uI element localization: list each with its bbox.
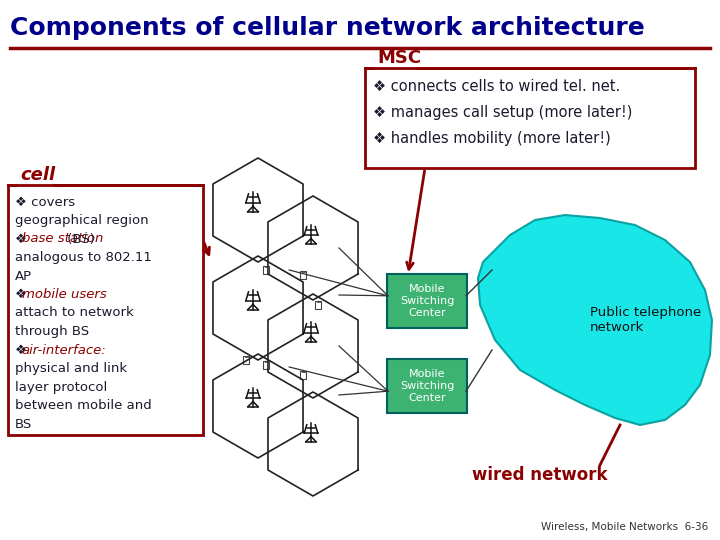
FancyBboxPatch shape [263, 266, 269, 274]
Text: analogous to 802.11: analogous to 802.11 [15, 251, 152, 264]
Text: ❖ covers: ❖ covers [15, 195, 75, 208]
Text: ❖ connects cells to wired tel. net.: ❖ connects cells to wired tel. net. [373, 78, 620, 93]
Text: (BS): (BS) [63, 233, 94, 246]
Text: base station: base station [22, 233, 103, 246]
Text: ❖ handles mobility (more later!): ❖ handles mobility (more later!) [373, 131, 611, 145]
Text: attach to network: attach to network [15, 307, 134, 320]
FancyBboxPatch shape [8, 185, 203, 435]
FancyBboxPatch shape [365, 68, 695, 168]
FancyBboxPatch shape [243, 355, 249, 364]
Text: ❖ manages call setup (more later!): ❖ manages call setup (more later!) [373, 105, 632, 119]
FancyBboxPatch shape [387, 359, 467, 413]
Text: layer protocol: layer protocol [15, 381, 107, 394]
FancyBboxPatch shape [263, 361, 269, 369]
Text: Mobile
Switching
Center: Mobile Switching Center [400, 285, 454, 318]
Text: physical and link: physical and link [15, 362, 127, 375]
Text: BS: BS [15, 417, 32, 430]
Text: air-interface:: air-interface: [22, 343, 107, 356]
Polygon shape [478, 215, 712, 425]
Text: cell: cell [20, 166, 55, 184]
Text: through BS: through BS [15, 325, 89, 338]
Text: AP: AP [15, 269, 32, 282]
Text: geographical region: geographical region [15, 214, 148, 227]
FancyBboxPatch shape [387, 274, 467, 328]
Text: between mobile and: between mobile and [15, 399, 152, 412]
Text: ❖: ❖ [15, 233, 31, 246]
Text: wired network: wired network [472, 466, 608, 484]
FancyBboxPatch shape [300, 370, 306, 379]
Text: ❖: ❖ [15, 288, 31, 301]
Text: mobile users: mobile users [22, 288, 107, 301]
FancyBboxPatch shape [315, 300, 321, 309]
Text: ❖: ❖ [15, 343, 31, 356]
Text: MSC: MSC [377, 49, 421, 67]
Text: Wireless, Mobile Networks  6-36: Wireless, Mobile Networks 6-36 [541, 522, 708, 532]
Text: Public telephone
network: Public telephone network [590, 306, 701, 334]
Text: Mobile
Switching
Center: Mobile Switching Center [400, 369, 454, 403]
FancyBboxPatch shape [300, 271, 306, 279]
Text: Components of cellular network architecture: Components of cellular network architect… [10, 16, 644, 40]
